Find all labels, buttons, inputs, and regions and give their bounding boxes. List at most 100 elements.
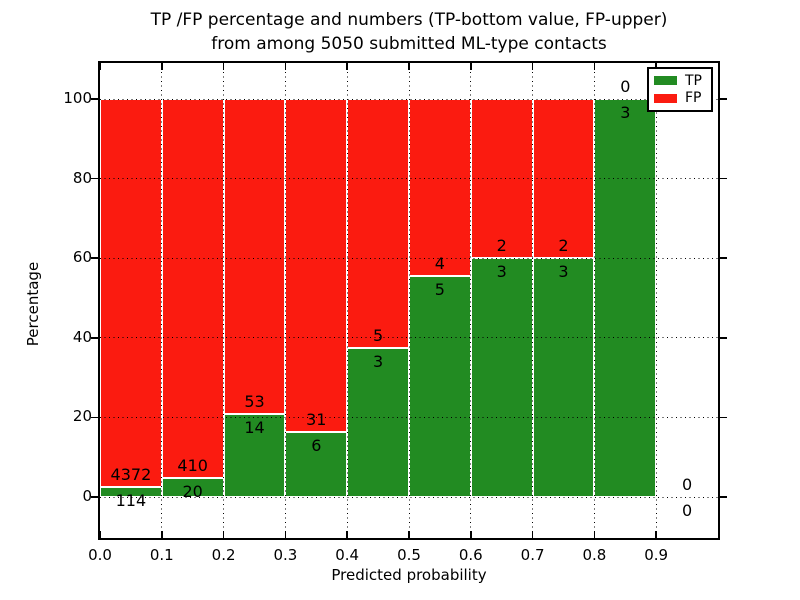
fp-count-label: 53 bbox=[244, 391, 265, 411]
legend: TP FP bbox=[647, 67, 713, 112]
gridline-vertical bbox=[346, 63, 348, 538]
gridline-vertical bbox=[593, 63, 595, 538]
gridline-vertical bbox=[408, 63, 410, 538]
bottom-spine bbox=[98, 538, 720, 540]
tp-count-label: 3 bbox=[620, 103, 631, 122]
x-tick-label: 0.8 bbox=[582, 546, 607, 564]
x-tick-bottom bbox=[531, 531, 534, 538]
x-tick-bottom bbox=[161, 531, 163, 538]
x-tick-bottom bbox=[284, 531, 287, 538]
bar-segment-tp bbox=[347, 347, 409, 497]
tp-count-label: 3 bbox=[496, 262, 507, 282]
tp-count-label: 114 bbox=[115, 490, 147, 510]
tp-legend-swatch bbox=[654, 76, 677, 86]
x-tick-label: 0.1 bbox=[149, 546, 174, 564]
x-tick-top bbox=[161, 63, 163, 70]
legend-item-tp: TP bbox=[654, 74, 706, 88]
left-spine bbox=[98, 61, 100, 540]
fp-count-label: 4 bbox=[434, 253, 445, 273]
bar-segment-fp bbox=[100, 99, 162, 487]
x-tick-bottom bbox=[408, 531, 410, 538]
x-tick-bottom bbox=[99, 531, 101, 538]
tp-count-label: 3 bbox=[558, 262, 569, 282]
x-tick-label: 0.9 bbox=[644, 546, 669, 564]
y-tick-left bbox=[91, 98, 98, 100]
chart-title: TP /FP percentage and numbers (TP-bottom… bbox=[109, 8, 709, 56]
tp-count-label: 5 bbox=[434, 279, 445, 299]
tp-count-label: 6 bbox=[311, 436, 322, 456]
x-tick-top bbox=[222, 63, 225, 70]
fp-count-label: 31 bbox=[306, 410, 327, 430]
top-spine bbox=[98, 61, 720, 63]
y-tick-left bbox=[91, 496, 98, 498]
x-tick-label: 0.7 bbox=[520, 546, 545, 564]
tp-count-label: 3 bbox=[373, 351, 384, 371]
bar-segment-fp bbox=[285, 99, 348, 433]
x-tick-top bbox=[593, 63, 596, 70]
gridline-vertical bbox=[655, 63, 657, 538]
fp-legend-swatch bbox=[654, 93, 677, 103]
y-tick-right bbox=[720, 98, 727, 100]
x-tick-top bbox=[655, 63, 657, 70]
fp-count-label: 410 bbox=[177, 456, 208, 476]
x-tick-label: 0.3 bbox=[273, 546, 298, 564]
y-tick-right bbox=[720, 337, 727, 339]
y-tick-right bbox=[720, 416, 727, 419]
fp-count-label: 4372 bbox=[110, 464, 152, 484]
y-tick-label: 0 bbox=[82, 487, 92, 505]
y-tick-label: 40 bbox=[72, 327, 92, 346]
x-axis-label: Predicted probability bbox=[331, 566, 487, 584]
fp-count-label: 2 bbox=[558, 236, 569, 256]
x-tick-top bbox=[531, 63, 534, 70]
x-tick-bottom bbox=[222, 531, 225, 538]
gridline-vertical bbox=[223, 63, 225, 538]
x-tick-bottom bbox=[593, 531, 596, 538]
x-tick-label: 0.4 bbox=[335, 546, 360, 564]
bar-segment-tp bbox=[470, 258, 533, 497]
y-tick-label: 60 bbox=[72, 248, 92, 267]
y-tick-right bbox=[720, 496, 727, 498]
x-tick-top bbox=[99, 63, 101, 70]
fp-count-label: 0 bbox=[682, 475, 693, 494]
legend-item-fp: FP bbox=[654, 91, 706, 105]
y-tick-left bbox=[91, 177, 98, 180]
fp-count-label: 2 bbox=[496, 236, 507, 256]
y-tick-left bbox=[91, 337, 98, 339]
x-tick-label: 0.0 bbox=[88, 546, 112, 564]
bar-segment-tp bbox=[409, 275, 471, 497]
fp-count-label: 5 bbox=[373, 325, 384, 345]
gridline-vertical bbox=[161, 63, 163, 538]
x-tick-bottom bbox=[470, 531, 472, 538]
y-tick-label: 100 bbox=[63, 89, 92, 107]
y-tick-right bbox=[720, 177, 727, 180]
x-tick-label: 0.6 bbox=[458, 546, 483, 564]
bar-segment-tp bbox=[594, 99, 657, 497]
x-tick-bottom bbox=[655, 531, 657, 538]
gridline-vertical bbox=[532, 63, 534, 538]
y-tick-label: 20 bbox=[72, 407, 92, 426]
x-tick-label: 0.2 bbox=[211, 546, 236, 564]
fp-count-label: 0 bbox=[620, 77, 631, 96]
bar-segment-tp bbox=[532, 258, 595, 497]
tp-count-label: 14 bbox=[244, 417, 265, 437]
bar-segment-fp bbox=[347, 99, 409, 348]
chart-title-line1: TP /FP percentage and numbers (TP-bottom… bbox=[150, 10, 668, 30]
x-tick-top bbox=[408, 63, 410, 70]
y-tick-right bbox=[720, 257, 727, 259]
tp-legend-label: TP bbox=[685, 72, 702, 89]
y-tick-label: 80 bbox=[72, 168, 92, 187]
x-tick-bottom bbox=[346, 531, 348, 538]
y-tick-left bbox=[91, 416, 98, 419]
x-tick-top bbox=[346, 63, 348, 70]
tp-count-label: 20 bbox=[182, 482, 203, 502]
chart-title-line2: from among 5050 submitted ML-type contac… bbox=[211, 34, 607, 54]
x-tick-top bbox=[284, 63, 287, 70]
x-tick-label: 0.5 bbox=[397, 546, 421, 564]
y-tick-left bbox=[91, 257, 98, 259]
gridline-vertical bbox=[470, 63, 472, 538]
right-spine bbox=[718, 61, 720, 540]
tp-count-label: 0 bbox=[682, 501, 693, 520]
fp-legend-label: FP bbox=[685, 90, 702, 107]
